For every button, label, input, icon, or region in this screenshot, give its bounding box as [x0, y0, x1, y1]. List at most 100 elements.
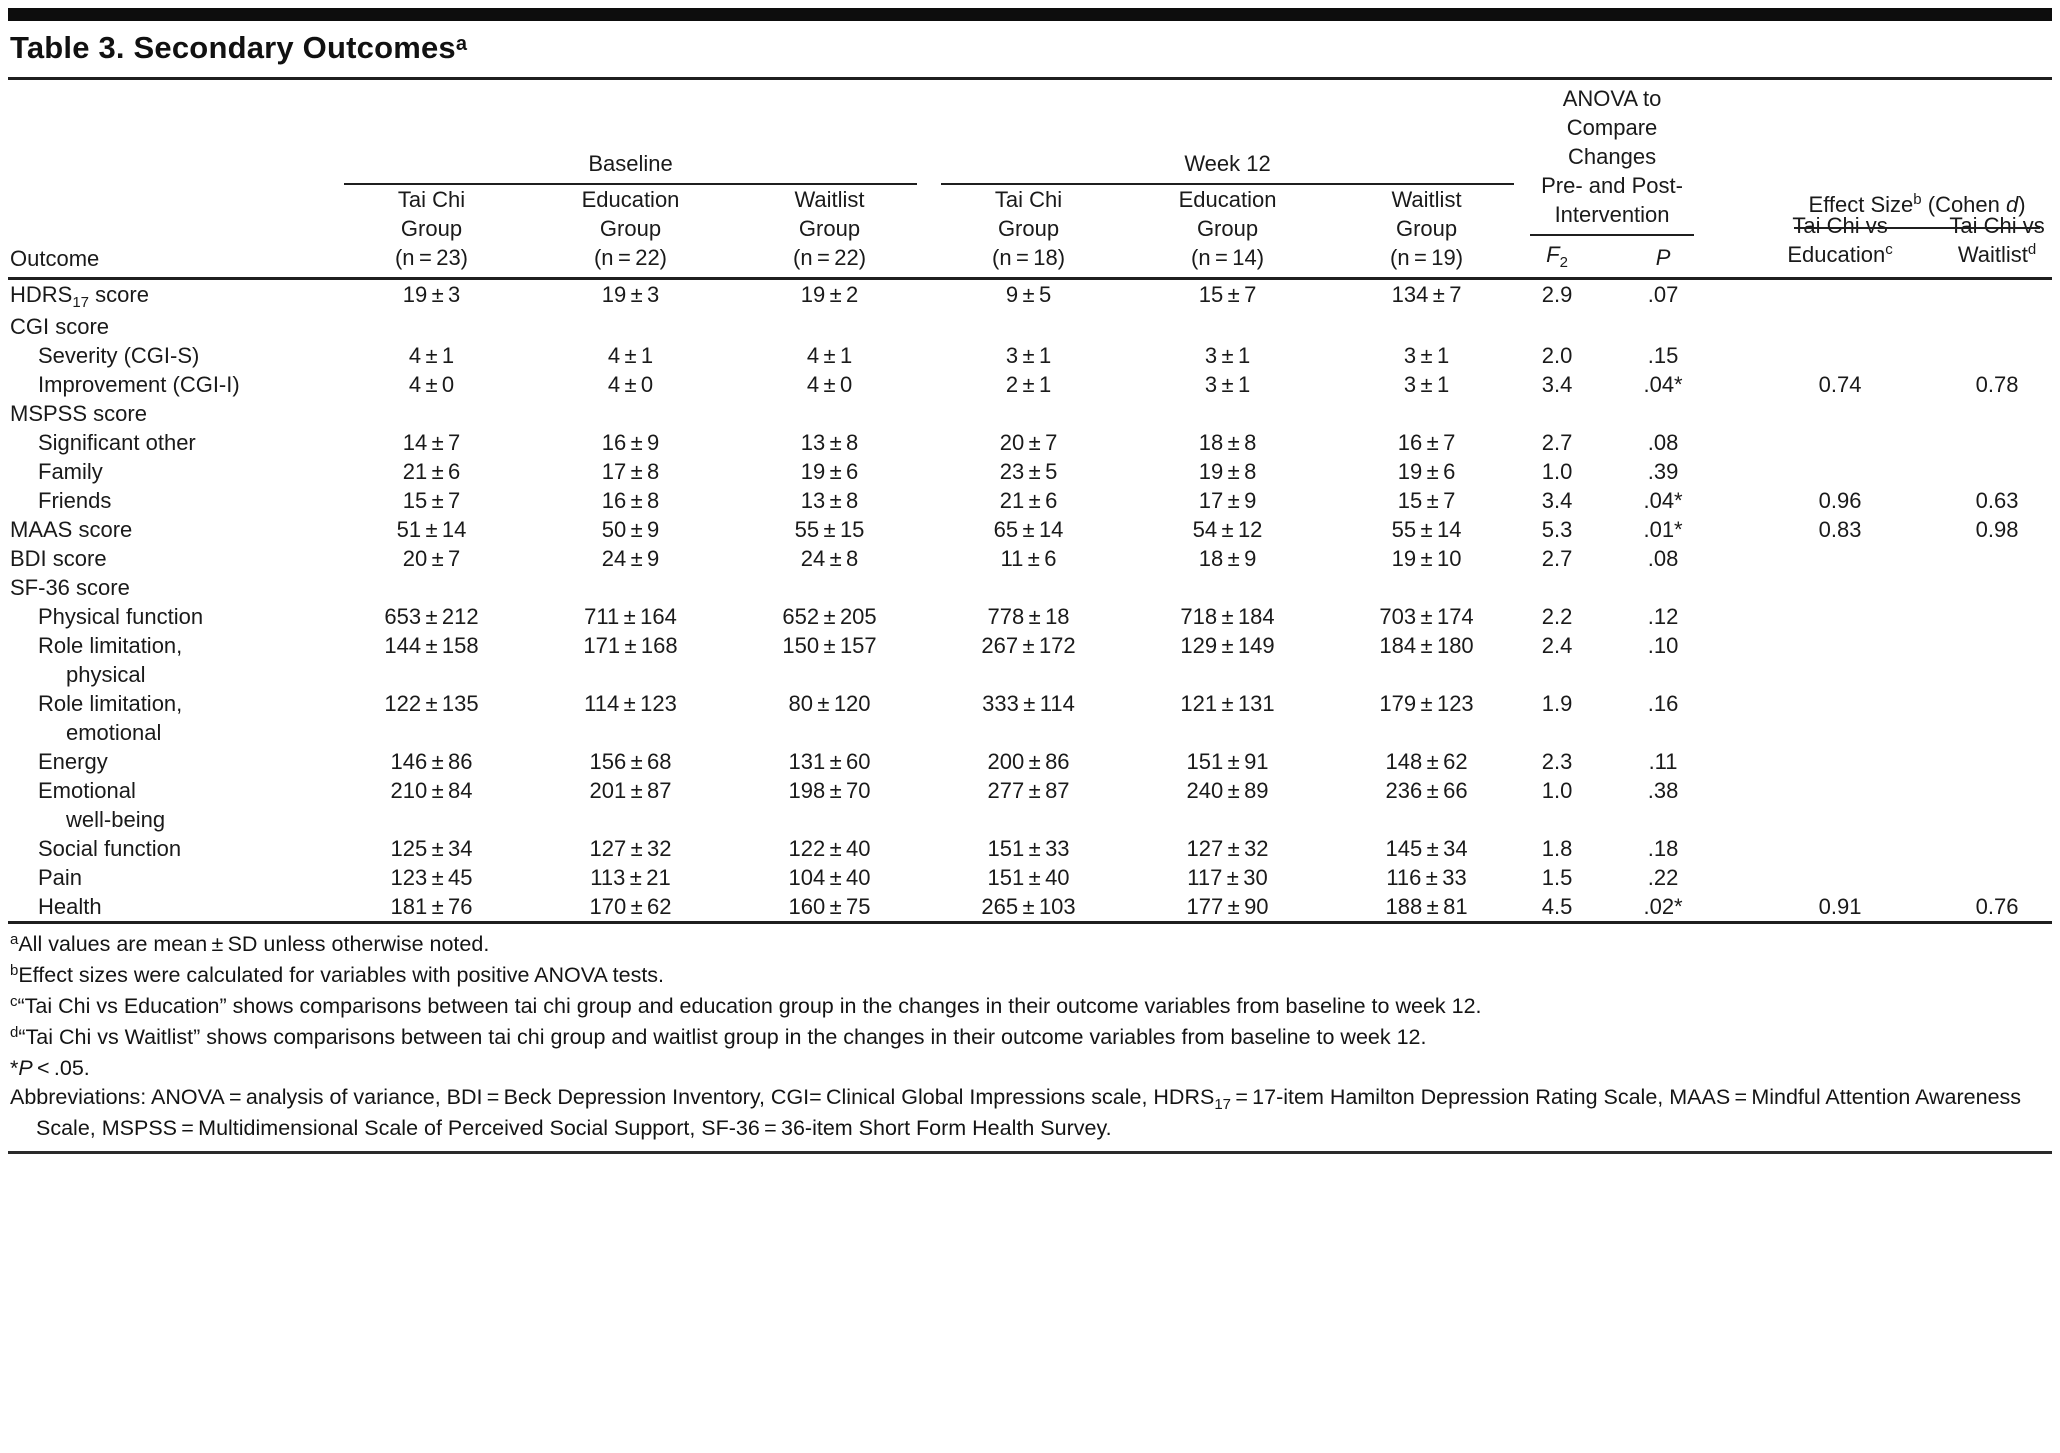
value-cell: 16 ± 8: [601, 488, 660, 513]
value-cell: [1327, 573, 1526, 602]
value-cell: 0.98: [1975, 517, 2019, 542]
table-row: Family 21 ± 6 17 ± 8 19 ± 6 23 ± 5 19 ± 8 19 ±…: [8, 457, 2052, 486]
value-cell: [730, 312, 929, 341]
value-cell: [929, 399, 1128, 428]
value-cell: [1942, 631, 2052, 689]
value-cell: 19 ± 3: [402, 282, 461, 307]
table-header: Outcome Baseline Week 12 ANOVA to Compar…: [8, 80, 2053, 279]
value-cell: 0.63: [1975, 488, 2019, 513]
value-cell: 2.3: [1541, 749, 1573, 774]
value-cell: 51 ± 14: [396, 517, 467, 542]
value-cell: 23 ± 5: [999, 459, 1058, 484]
value-cell: .39: [1647, 459, 1679, 484]
outcome-label: Health: [38, 894, 102, 919]
value-cell: [1526, 312, 1588, 341]
table-row: Improvement (CGI-I) 4 ± 0 4 ± 0 4 ± 0 2 ± 1 3…: [8, 370, 2052, 399]
footnote: d“Tai Chi vs Waitlist” shows comparisons…: [10, 1024, 1427, 1049]
value-cell: 2.9: [1541, 282, 1573, 307]
value-cell: 2.2: [1541, 604, 1573, 629]
value-cell: [1738, 573, 1942, 602]
outcome-label: BDI score: [10, 546, 107, 571]
value-cell: 4 ± 1: [806, 343, 853, 368]
value-cell: [929, 573, 1128, 602]
footnotes: aAll values are mean ± SD unless otherwi…: [8, 924, 2052, 1145]
value-cell: [730, 399, 929, 428]
col-header-week12-education: Education Group (n = 14): [1178, 187, 1277, 270]
footnote: c“Tai Chi vs Education” shows comparison…: [10, 993, 1482, 1018]
value-cell: .02*: [1643, 894, 1683, 919]
value-cell: 113 ± 21: [590, 865, 671, 890]
value-cell: 18 ± 9: [1198, 546, 1257, 571]
table-row: Role limitation, physical 144 ± 158 171 ± 1…: [8, 631, 2052, 689]
value-cell: [1738, 689, 1942, 747]
value-cell: 20 ± 7: [402, 546, 461, 571]
value-cell: 200 ± 86: [987, 749, 1070, 774]
value-cell: 17 ± 9: [1198, 488, 1257, 513]
value-cell: 17 ± 8: [601, 459, 660, 484]
col-header-baseline-waitlist: Waitlist Group (n = 22): [793, 187, 867, 270]
value-cell: [1738, 631, 1942, 689]
col-header-baseline-education: Education Group (n = 22): [581, 187, 680, 270]
value-cell: 188 ± 81: [1385, 894, 1468, 919]
value-cell: 65 ± 14: [993, 517, 1064, 542]
value-cell: 19 ± 10: [1391, 546, 1462, 571]
outcome-label: Role limitation, physical: [38, 633, 183, 687]
value-cell: .08: [1647, 546, 1679, 571]
value-cell: 333 ± 114: [982, 691, 1075, 716]
table-row: Energy 146 ± 86 156 ± 68 131 ± 60 200 ± 86 15…: [8, 747, 2052, 776]
value-cell: [1128, 399, 1327, 428]
value-cell: 55 ± 14: [1391, 517, 1462, 542]
value-cell: 4 ± 0: [806, 372, 853, 397]
value-cell: 122 ± 135: [384, 691, 479, 716]
value-cell: 13 ± 8: [800, 488, 859, 513]
value-cell: [1327, 312, 1526, 341]
value-cell: [1128, 312, 1327, 341]
value-cell: 156 ± 68: [589, 749, 672, 774]
value-cell: 15 ± 7: [1198, 282, 1257, 307]
value-cell: 151 ± 33: [987, 836, 1070, 861]
value-cell: [1942, 689, 2052, 747]
value-cell: [1942, 863, 2052, 892]
value-cell: 0.74: [1818, 372, 1862, 397]
value-cell: .07: [1647, 282, 1679, 307]
value-cell: [1588, 312, 1738, 341]
value-cell: [1128, 573, 1327, 602]
value-cell: 127 ± 32: [1186, 836, 1269, 861]
col-header-p: P: [1655, 245, 1671, 270]
value-cell: [1942, 428, 2052, 457]
table-row: Friends 15 ± 7 16 ± 8 13 ± 8 21 ± 6 17 ± 9 15 …: [8, 486, 2052, 515]
outcome-label: MSPSS score: [10, 401, 147, 426]
value-cell: 19 ± 2: [800, 282, 859, 307]
value-cell: 2.7: [1541, 546, 1573, 571]
value-cell: 13 ± 8: [800, 430, 859, 455]
outcome-column-header: Outcome: [10, 246, 100, 271]
value-cell: 3 ± 1: [1005, 343, 1052, 368]
outcome-label: Social function: [38, 836, 182, 861]
value-cell: 277 ± 87: [987, 778, 1070, 803]
value-cell: 201 ± 87: [589, 778, 672, 803]
value-cell: 50 ± 9: [601, 517, 660, 542]
value-cell: [1526, 399, 1588, 428]
value-cell: 2.7: [1541, 430, 1573, 455]
value-cell: 114 ± 123: [584, 691, 677, 716]
value-cell: 4.5: [1541, 894, 1573, 919]
outcome-label: Significant other: [38, 430, 196, 455]
value-cell: 123 ± 45: [390, 865, 473, 890]
outcome-label: Severity (CGI-S): [38, 343, 200, 368]
table-row: Severity (CGI-S) 4 ± 1 4 ± 1 4 ± 1 3 ± 1 3 ± …: [8, 341, 2052, 370]
value-cell: 265 ± 103: [981, 894, 1076, 919]
table-row: Significant other 14 ± 7 16 ± 9 13 ± 8 20 ± …: [8, 428, 2052, 457]
value-cell: .16: [1647, 691, 1679, 716]
value-cell: 1.0: [1541, 778, 1573, 803]
value-cell: 170 ± 62: [589, 894, 672, 919]
value-cell: 236 ± 66: [1385, 778, 1468, 803]
value-cell: 19 ± 8: [1198, 459, 1257, 484]
value-cell: 3 ± 1: [1403, 343, 1450, 368]
table-title: Table 3. Secondary Outcomesa: [10, 30, 468, 65]
value-cell: .12: [1647, 604, 1679, 629]
baseline-group-header: Baseline: [332, 80, 929, 185]
value-cell: 0.96: [1818, 488, 1862, 513]
section-header-row: MSPSS score: [8, 399, 2052, 428]
table-row: Health 181 ± 76 170 ± 62 160 ± 75 265 ± 103 1…: [8, 892, 2052, 923]
value-cell: 0.83: [1818, 517, 1862, 542]
